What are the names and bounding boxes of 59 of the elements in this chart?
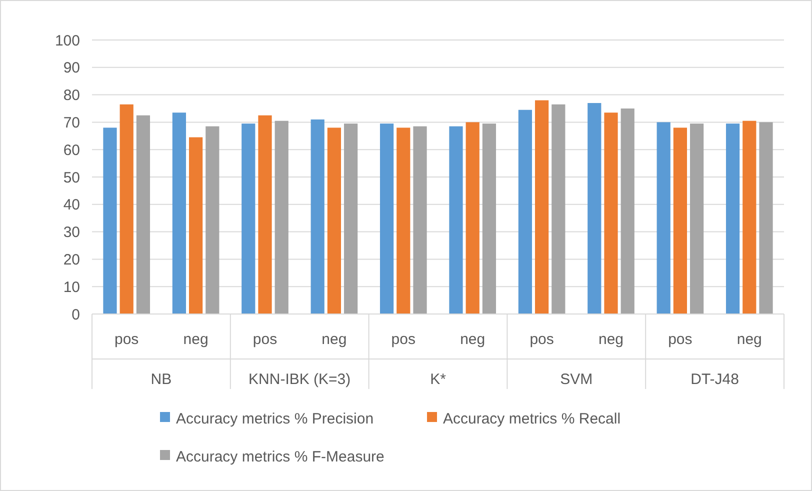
bar [534,100,549,314]
legend-label: Accuracy metrics % Recall [443,410,621,428]
bar [188,137,203,314]
y-tick-label: 50 [63,169,80,186]
bar [726,124,740,314]
bar [103,128,117,314]
x-tick-label: pos [252,331,278,348]
bar [258,115,272,314]
bar [742,120,756,314]
bar [413,126,427,314]
bar [518,110,532,314]
x-tick-label: pos [391,331,416,348]
bar [759,122,773,314]
x-tick-label: pos [530,331,554,348]
bar [396,128,410,314]
bar [172,112,186,314]
bar [466,122,480,314]
bar [552,104,566,314]
y-tick-label: 70 [63,114,80,132]
bar [136,115,150,314]
y-tick-label: 60 [63,142,80,159]
bar [690,124,704,314]
x-tick-label: pos [668,331,692,348]
text: KNN-IBK (K=3) [248,371,351,388]
y-tick-label: 0 [72,306,80,324]
bar [588,103,602,314]
text: SVM [560,371,593,388]
text: K* [430,371,446,388]
x-tick-label: neg [460,331,486,348]
y-tick-label: 30 [63,224,80,242]
bar [482,124,496,314]
bar [449,126,463,314]
text: DT-J48 [690,371,739,388]
legend-label: Accuracy metrics % Precision [176,410,374,428]
x-tick-label: neg [322,331,347,348]
text: NB [150,371,172,388]
bar [656,122,670,314]
bar [120,104,134,314]
bar [327,128,342,314]
bar [673,128,688,314]
bar [380,124,394,314]
x-tick-label: neg [736,331,762,348]
bar [242,124,256,314]
bar [604,112,618,314]
y-tick-label: 20 [63,251,80,268]
x-tick-label: neg [183,331,208,348]
bar [274,120,288,314]
bar [344,124,358,314]
bar [206,126,220,314]
y-tick-label: 40 [63,196,80,214]
x-tick-label: pos [114,331,139,348]
y-tick-label: 90 [63,60,80,77]
y-tick-label: 100 [54,32,80,50]
y-tick-label: 10 [63,278,80,296]
y-tick-label: 80 [63,87,80,104]
bar [310,119,324,314]
x-tick-label: neg [598,331,624,348]
legend-label: Accuracy metrics % F-Measure [176,448,384,466]
bar [620,108,634,314]
